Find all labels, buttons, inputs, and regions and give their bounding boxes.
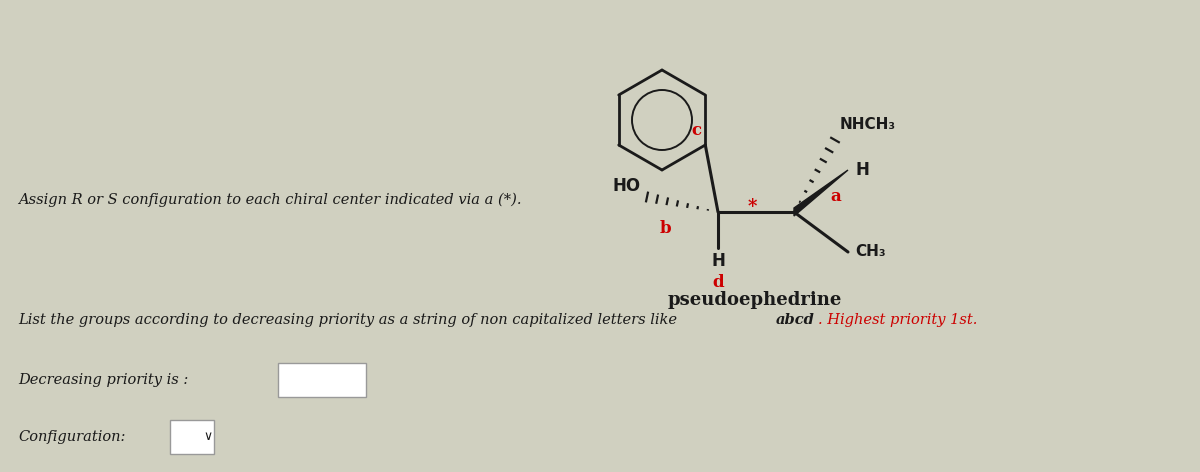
Text: H: H <box>712 252 725 270</box>
Polygon shape <box>794 170 848 216</box>
Text: . Highest priority 1st.: . Highest priority 1st. <box>817 313 977 327</box>
Text: Assign R or S configuration to each chiral center indicated via a (*).: Assign R or S configuration to each chir… <box>18 193 522 207</box>
Text: pseudoephedrine: pseudoephedrine <box>668 291 842 309</box>
Text: abcd: abcd <box>775 313 815 327</box>
FancyBboxPatch shape <box>278 363 366 397</box>
Text: CH₃: CH₃ <box>856 244 886 260</box>
Text: c: c <box>691 122 701 139</box>
Text: d: d <box>712 274 724 291</box>
Text: b: b <box>659 220 671 237</box>
Text: ∨: ∨ <box>204 430 212 444</box>
Text: *: * <box>748 198 757 216</box>
FancyBboxPatch shape <box>170 420 214 454</box>
Text: a: a <box>830 188 841 205</box>
Text: Configuration:: Configuration: <box>18 430 125 444</box>
Text: Decreasing priority is :: Decreasing priority is : <box>18 373 188 387</box>
Text: H: H <box>856 161 869 179</box>
Text: List the groups according to decreasing priority as a string of non capitalized : List the groups according to decreasing … <box>18 313 682 327</box>
Text: HO: HO <box>613 177 641 195</box>
Text: NHCH₃: NHCH₃ <box>840 117 896 132</box>
